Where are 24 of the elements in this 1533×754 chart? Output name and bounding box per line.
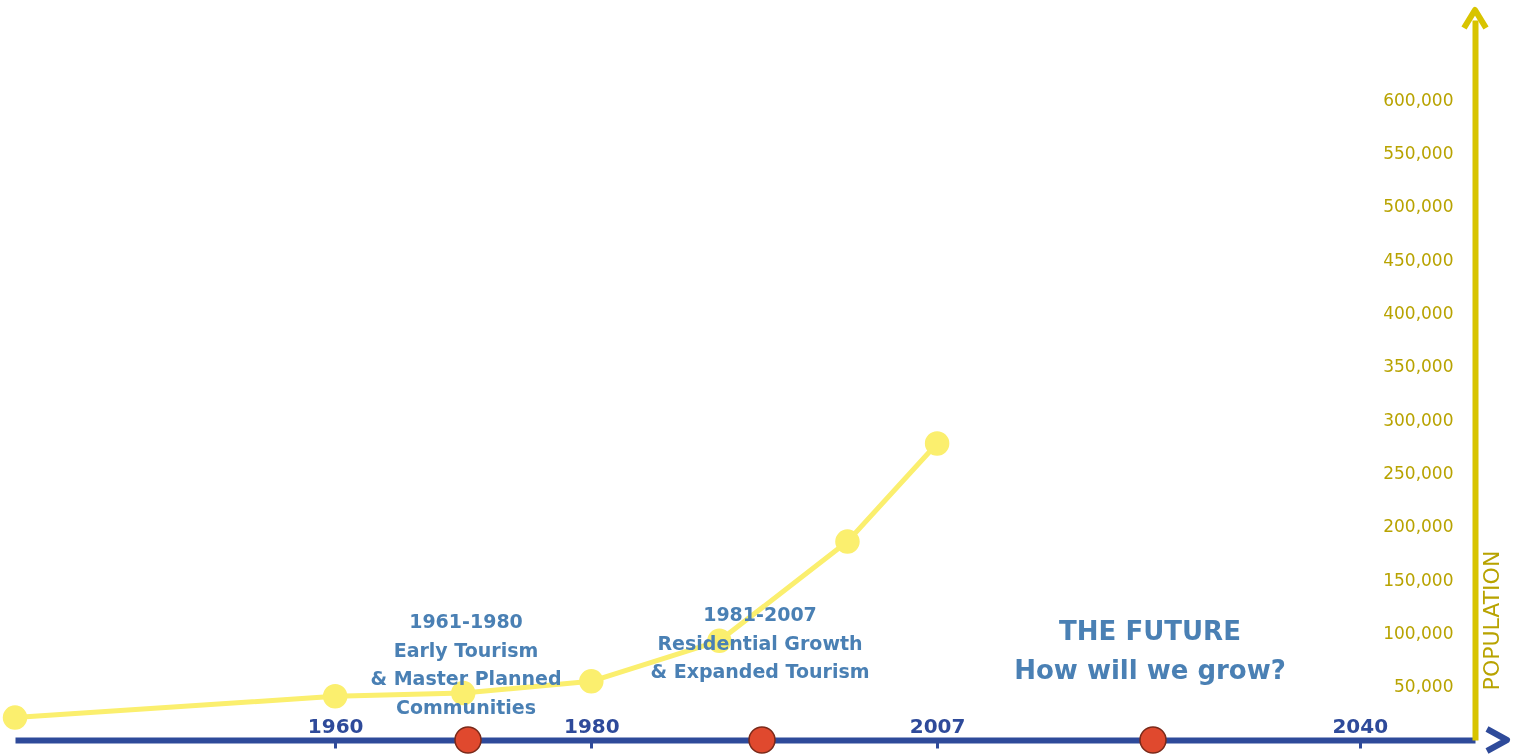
x-tick-label: 1960 xyxy=(307,713,364,738)
x-tick-label: 2007 xyxy=(909,713,966,738)
y-axis-title: POPULATION xyxy=(1478,550,1504,691)
point xyxy=(924,431,950,456)
y-tick-label: 550,000 xyxy=(1383,142,1454,163)
y-tick-label: 100,000 xyxy=(1383,622,1454,643)
y-tick-label: 250,000 xyxy=(1383,462,1454,483)
y-tick-label: 400,000 xyxy=(1383,302,1454,323)
point xyxy=(2,705,28,730)
y-tick-label: 450,000 xyxy=(1383,249,1454,270)
x-tick-label: 1980 xyxy=(563,713,620,738)
y-tick-label: 300,000 xyxy=(1383,409,1454,430)
x-tick-label: 2040 xyxy=(1332,713,1389,738)
point xyxy=(322,684,348,709)
y-tick-label: 350,000 xyxy=(1383,356,1454,377)
point xyxy=(835,529,860,554)
y-tick-label: 150,000 xyxy=(1383,569,1454,590)
y-tick-label: 200,000 xyxy=(1383,516,1454,537)
y-tick-label: 500,000 xyxy=(1383,196,1454,217)
annotation: THE FUTURE How will we grow? xyxy=(1014,616,1286,685)
point xyxy=(579,669,604,694)
y-tick-label: 50,000 xyxy=(1394,676,1454,697)
annotation: 1961-1980 Early Tourism & Master Planned Communities xyxy=(370,610,562,718)
y-tick-label: 600,000 xyxy=(1383,89,1454,110)
